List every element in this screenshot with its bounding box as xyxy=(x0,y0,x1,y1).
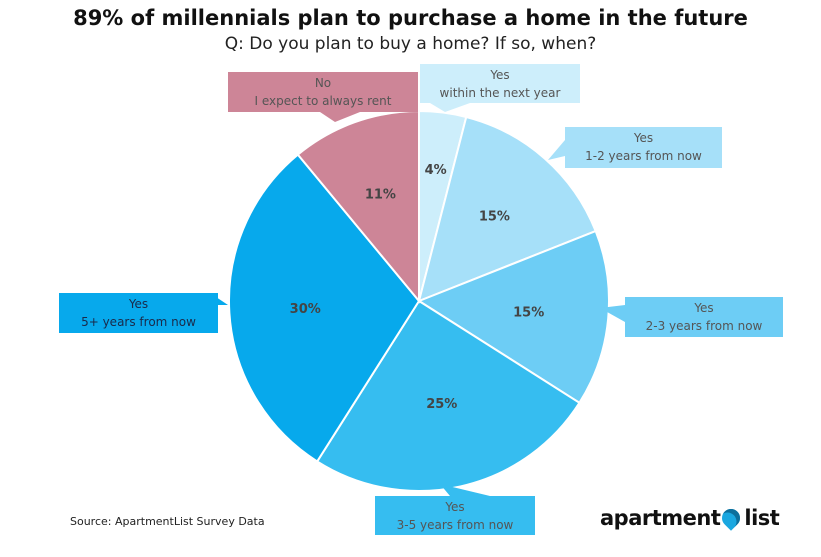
callout-pointer xyxy=(320,112,360,122)
callout-line-1: Yes xyxy=(490,68,510,82)
callout-line-2: 1-2 years from now xyxy=(585,149,702,163)
slice-callout-label: No I expect to always rent xyxy=(228,72,418,112)
slice-value-label: 25% xyxy=(426,397,457,412)
callout-line-2: 5+ years from now xyxy=(81,315,196,329)
slice-value-label: 30% xyxy=(290,302,321,317)
location-pin-icon xyxy=(718,505,745,531)
callout-line-2: within the next year xyxy=(439,86,561,100)
callout-line-1: Yes xyxy=(633,131,654,145)
chart-subtitle: Q: Do you plan to buy a home? If so, whe… xyxy=(224,34,597,54)
slice-value-label: 4% xyxy=(425,163,447,178)
callout-line-2: I expect to always rent xyxy=(254,94,392,108)
logo-text-left: apartment xyxy=(600,506,721,530)
slice-callout-label: Yes 5+ years from now xyxy=(59,293,218,333)
slice-callout-label: Yes within the next year xyxy=(420,64,580,103)
pie-slice xyxy=(417,115,597,303)
callout-line-2: 3-5 years from now xyxy=(396,518,514,532)
callout-line-2: 2-3 years from now xyxy=(645,319,763,333)
callout-pointer xyxy=(430,103,470,112)
slice-callout-label: Yes 3-5 years from now xyxy=(375,496,535,535)
pie-slice xyxy=(228,153,421,463)
slice-callout-label: Yes 1-2 years from now xyxy=(565,127,722,168)
pie-slice xyxy=(315,299,581,492)
callout-line-1: Yes xyxy=(445,500,465,514)
callout-line-1: Yes xyxy=(694,301,714,315)
slice-value-label: 15% xyxy=(513,305,544,320)
callout-line-1: No xyxy=(314,76,332,90)
slice-callout-label: Yes 2-3 years from now xyxy=(625,297,783,337)
slice-value-label: 11% xyxy=(365,188,396,203)
source-note: Source: ApartmentList Survey Data xyxy=(70,515,265,528)
logo-text-right: list xyxy=(744,506,780,530)
pie-slice xyxy=(416,229,610,405)
callout-line-1: Yes xyxy=(128,297,149,311)
callout-pointer xyxy=(600,305,625,322)
slice-value-label: 15% xyxy=(479,209,510,224)
chart-title: 89% of millennials plan to purchase a ho… xyxy=(73,6,748,30)
callout-pointer xyxy=(548,140,565,160)
apartment-list-logo: apartment list xyxy=(600,505,780,531)
callout-pointer xyxy=(440,484,490,496)
